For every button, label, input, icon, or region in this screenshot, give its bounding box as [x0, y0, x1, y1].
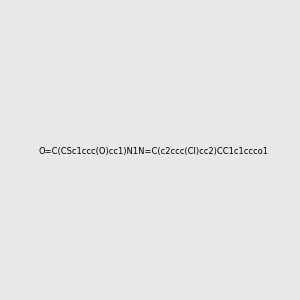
Text: O=C(CSc1ccc(O)cc1)N1N=C(c2ccc(Cl)cc2)CC1c1ccco1: O=C(CSc1ccc(O)cc1)N1N=C(c2ccc(Cl)cc2)CC1… [39, 147, 269, 156]
